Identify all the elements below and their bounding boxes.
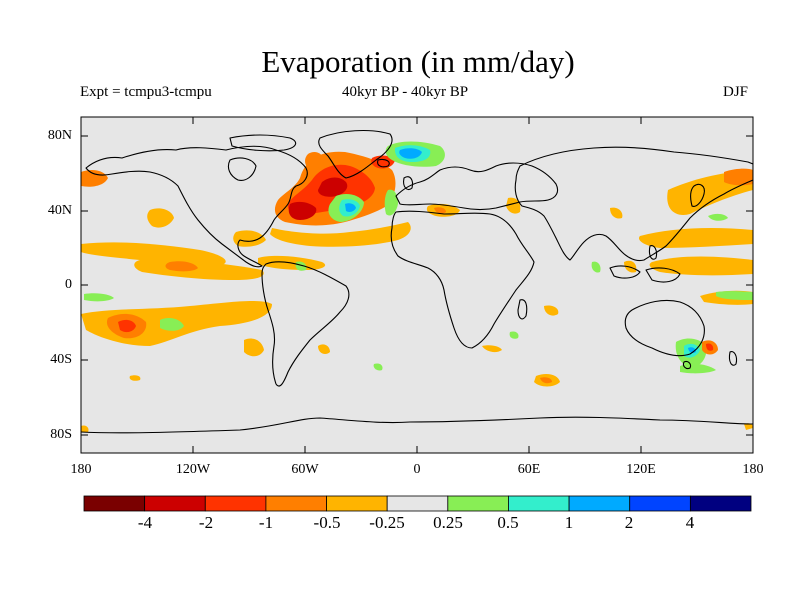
british-isles-coast: [403, 176, 414, 191]
southern-spot-4: [373, 363, 383, 371]
colorbar-swatch: [144, 495, 206, 512]
map-background: [81, 117, 753, 453]
lat-label-40s: 40S: [50, 352, 72, 367]
colorbar-swatch: [689, 495, 752, 512]
colorbar-swatch: [568, 495, 631, 512]
indian-ocean-orange: [544, 305, 559, 316]
caribbean-orange: [233, 230, 266, 247]
nw-pacific-band-2: [649, 256, 753, 276]
colorbar-swatch: [629, 495, 691, 512]
pacific-green-2: [160, 318, 184, 331]
nw-pacific-band: [638, 228, 753, 248]
labrador-sea-orange: [305, 152, 324, 170]
arctic-islands: [229, 134, 297, 152]
australia-coast: [624, 299, 705, 357]
season-label: DJF: [723, 84, 749, 100]
atlantic-orange-band: [270, 222, 411, 247]
india-orange: [610, 207, 623, 219]
tasmania-coast: [682, 360, 692, 370]
colorbar-swatch: [508, 495, 570, 512]
gulfstream-dark-red-core: [288, 201, 317, 220]
indian-ocean-green: [591, 261, 601, 273]
pacific-green-1: [84, 293, 114, 302]
colorbar-swatch: [204, 495, 267, 512]
colorbar-label: -0.25: [369, 513, 405, 532]
period-label: 40kyr BP - 40kyr BP: [342, 84, 469, 100]
south-pacific-east-green: [716, 291, 753, 300]
colorbar-label: 0.25: [433, 513, 463, 532]
southern-spot-3: [540, 377, 552, 384]
north-pacific-band: [147, 208, 174, 228]
lon-label-60e: 60E: [517, 462, 541, 477]
asia-coast: [514, 146, 753, 262]
tropical-pacific-orange-core: [165, 261, 198, 272]
madagascar-orange: [482, 345, 502, 353]
title: Evaporation (in mm/day): [261, 44, 575, 79]
south-atlantic-orange: [318, 344, 330, 354]
japan-green: [708, 213, 728, 221]
madagascar-coast: [517, 299, 528, 320]
colorbar-label: 0.5: [497, 513, 519, 532]
lat-label-80s: 80S: [50, 427, 72, 442]
colorbar: [83, 495, 752, 512]
lon-label-120w: 120W: [175, 462, 211, 477]
colorbar-label: 2: [624, 513, 634, 532]
lon-label-180w: 180: [70, 462, 92, 477]
southern-ocean-green: [680, 363, 716, 374]
caribbean-green: [295, 261, 307, 271]
anomaly-field: [81, 141, 753, 432]
colorbar-swatch: [386, 495, 449, 512]
lon-label-120e: 120E: [626, 462, 656, 477]
iceland-coast: [377, 158, 390, 168]
maritime-continent-2: [645, 267, 681, 283]
south-america-coast: [261, 261, 350, 387]
north-america-coast: [85, 145, 308, 268]
southern-spot-5: [81, 425, 89, 432]
lat-label-40n: 40N: [47, 203, 72, 218]
colorbar-swatch: [326, 495, 388, 512]
colorbar-swatch: [447, 495, 509, 512]
mediterranean-orange-core: [434, 207, 446, 214]
maritime-continent-1: [609, 265, 641, 279]
south-america-orange: [244, 338, 264, 357]
north-atlantic-dark-red-core: [318, 177, 348, 197]
lat-label-80n: 80N: [47, 128, 72, 143]
africa-coast: [390, 210, 535, 349]
southern-spot-1: [129, 375, 141, 381]
kuroshio-orange: [724, 168, 753, 186]
lat-label-0: 0: [65, 277, 72, 292]
black-sea-orange: [506, 197, 521, 214]
colorbar-label: 4: [685, 513, 695, 532]
antarctica-coast: [81, 416, 753, 434]
tasman-red: [706, 343, 714, 351]
colorbar-label: -2: [198, 513, 214, 532]
experiment-label: Expt = tcmpu3-tcmpu: [80, 84, 212, 100]
south-pacific-red: [118, 319, 136, 333]
colorbar-label: -4: [137, 513, 153, 532]
colorbar-swatch: [83, 495, 146, 512]
east-atlantic-green: [384, 189, 398, 216]
lon-label-60w: 60W: [291, 462, 319, 477]
axis-ticks: [81, 117, 753, 453]
tropical-pacific-band-1: [81, 242, 226, 265]
europe-coast: [395, 162, 559, 211]
colorbar-swatch: [265, 495, 327, 512]
colorbar-label: -0.5: [313, 513, 341, 532]
colorbar-label: 1: [564, 513, 574, 532]
lon-label-180e: 180: [742, 462, 764, 477]
greenland-coast: [318, 130, 393, 179]
nordic-seas-blue: [399, 148, 422, 159]
hudson-bay: [227, 157, 257, 181]
mid-atlantic-blue: [345, 203, 356, 212]
japan-coast: [690, 183, 705, 207]
new-zealand-coast: [728, 351, 738, 366]
indian-ocean-green-2: [509, 331, 519, 339]
southern-spot-6: [744, 423, 753, 430]
lon-label-0: 0: [413, 462, 421, 477]
colorbar-label: -1: [258, 513, 274, 532]
coastlines: [81, 130, 753, 434]
north-pacific-orange: [81, 170, 108, 187]
philippines-coast: [648, 245, 658, 260]
